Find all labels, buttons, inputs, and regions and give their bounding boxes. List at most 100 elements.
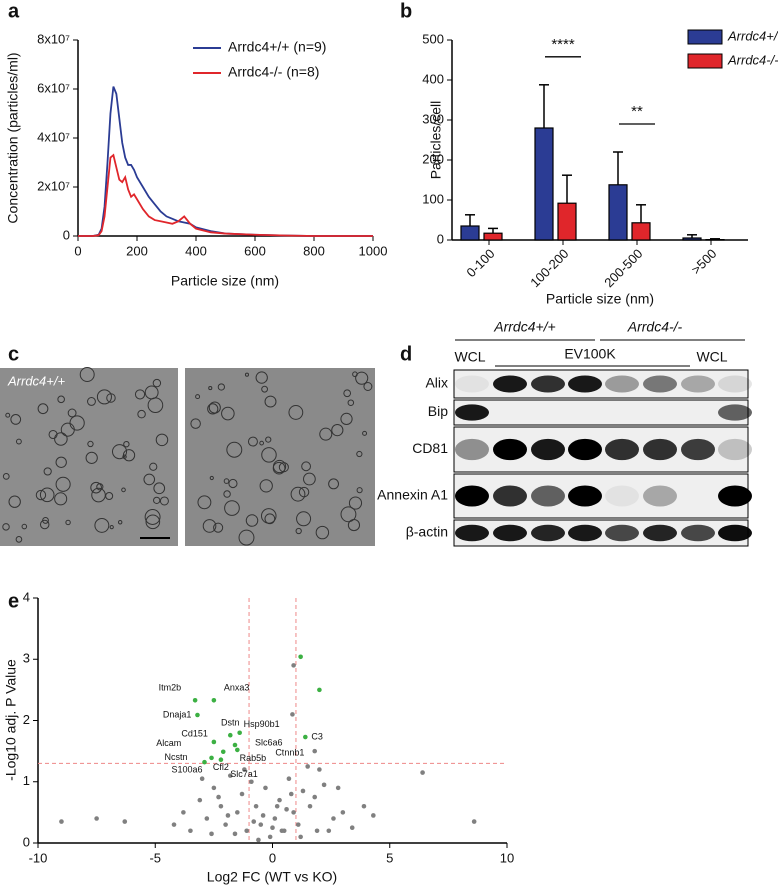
point xyxy=(122,819,127,824)
point xyxy=(244,828,249,833)
x-tick-label: 1000 xyxy=(359,243,388,258)
point xyxy=(258,822,263,827)
point-label: Rab5b xyxy=(240,753,267,763)
row-label: Annexin A1 xyxy=(377,487,448,503)
band xyxy=(531,439,565,460)
band xyxy=(643,486,677,507)
band xyxy=(531,525,565,542)
bar xyxy=(609,185,627,240)
point xyxy=(322,783,327,788)
point xyxy=(350,825,355,830)
band xyxy=(568,376,602,393)
point xyxy=(270,825,275,830)
y-tick-label: 0 xyxy=(63,227,70,242)
point xyxy=(237,730,242,735)
band xyxy=(493,376,527,393)
x-tick-label: -10 xyxy=(29,850,48,865)
point xyxy=(301,789,306,794)
point xyxy=(193,698,198,703)
em-image xyxy=(185,368,375,546)
point xyxy=(261,813,266,818)
point xyxy=(317,767,322,772)
significance-label: ** xyxy=(631,103,643,120)
line xyxy=(78,87,373,236)
x-tick-label: 200-500 xyxy=(601,246,645,290)
y-tick-label: 4 xyxy=(23,589,30,604)
point xyxy=(371,813,376,818)
legend-label: Arrdc4+/+ xyxy=(727,28,778,43)
point-label: Anxa3 xyxy=(224,683,250,693)
x-tick-label: 0 xyxy=(269,850,276,865)
x-axis-title: Particle size (nm) xyxy=(171,273,279,289)
point xyxy=(195,713,200,718)
lane-label: WCL xyxy=(454,349,485,365)
band xyxy=(718,525,752,542)
point xyxy=(212,786,217,791)
legend-label: Arrdc4+/+ (n=9) xyxy=(228,39,326,55)
bar xyxy=(683,238,701,240)
point xyxy=(221,749,226,754)
x-tick-label: 200 xyxy=(126,243,148,258)
bar xyxy=(484,233,502,240)
point xyxy=(205,816,210,821)
point xyxy=(235,810,240,815)
y-tick-label: 0 xyxy=(437,231,444,246)
y-tick-label: 0 xyxy=(23,834,30,849)
point xyxy=(212,740,217,745)
point-label: Dnaja1 xyxy=(163,709,192,719)
x-tick-label: 0 xyxy=(74,243,81,258)
band xyxy=(718,376,752,393)
panel-letter: d xyxy=(400,343,412,365)
bar xyxy=(632,223,650,240)
band xyxy=(605,376,639,393)
band xyxy=(605,525,639,542)
point-label: Cd151 xyxy=(181,728,208,738)
panel-letter: e xyxy=(8,590,19,612)
x-tick-label: 10 xyxy=(500,850,514,865)
band xyxy=(718,486,752,507)
row-label: β-actin xyxy=(406,524,448,540)
point xyxy=(312,749,317,754)
point xyxy=(59,819,64,824)
group-label: Arrdc4-/- xyxy=(627,319,683,335)
point xyxy=(273,816,278,821)
band xyxy=(605,486,639,507)
point xyxy=(331,816,336,821)
em-image xyxy=(0,368,178,546)
row-label: Alix xyxy=(425,375,448,391)
band xyxy=(455,486,489,507)
point xyxy=(212,698,217,703)
point xyxy=(233,743,238,748)
point-label: Hsp90b1 xyxy=(244,719,280,729)
band xyxy=(718,439,752,460)
point xyxy=(200,776,205,781)
point xyxy=(290,712,295,717)
legend-label: Arrdc4-/- (n=8) xyxy=(228,64,319,80)
y-axis-title: Concentration (particles/ml) xyxy=(5,52,21,223)
point xyxy=(226,813,231,818)
point-label: Itm2b xyxy=(159,683,182,693)
band xyxy=(455,404,489,420)
y-tick-label: 8x10⁷ xyxy=(37,31,70,46)
x-tick-label: 800 xyxy=(303,243,325,258)
y-tick-label: 500 xyxy=(422,31,444,46)
point xyxy=(251,819,256,824)
point xyxy=(472,819,477,824)
point xyxy=(336,786,341,791)
point xyxy=(94,816,99,821)
band xyxy=(643,439,677,460)
band xyxy=(568,439,602,460)
band xyxy=(455,376,489,393)
y-tick-label: 4x10⁷ xyxy=(37,129,70,144)
point xyxy=(289,792,294,797)
point xyxy=(181,810,186,815)
point xyxy=(280,828,285,833)
point-label: Alcam xyxy=(156,738,181,748)
band xyxy=(643,525,677,542)
x-tick-label: 400 xyxy=(185,243,207,258)
point xyxy=(362,804,367,809)
x-tick-label: 600 xyxy=(244,243,266,258)
band xyxy=(605,439,639,460)
point xyxy=(296,822,301,827)
point xyxy=(172,822,177,827)
